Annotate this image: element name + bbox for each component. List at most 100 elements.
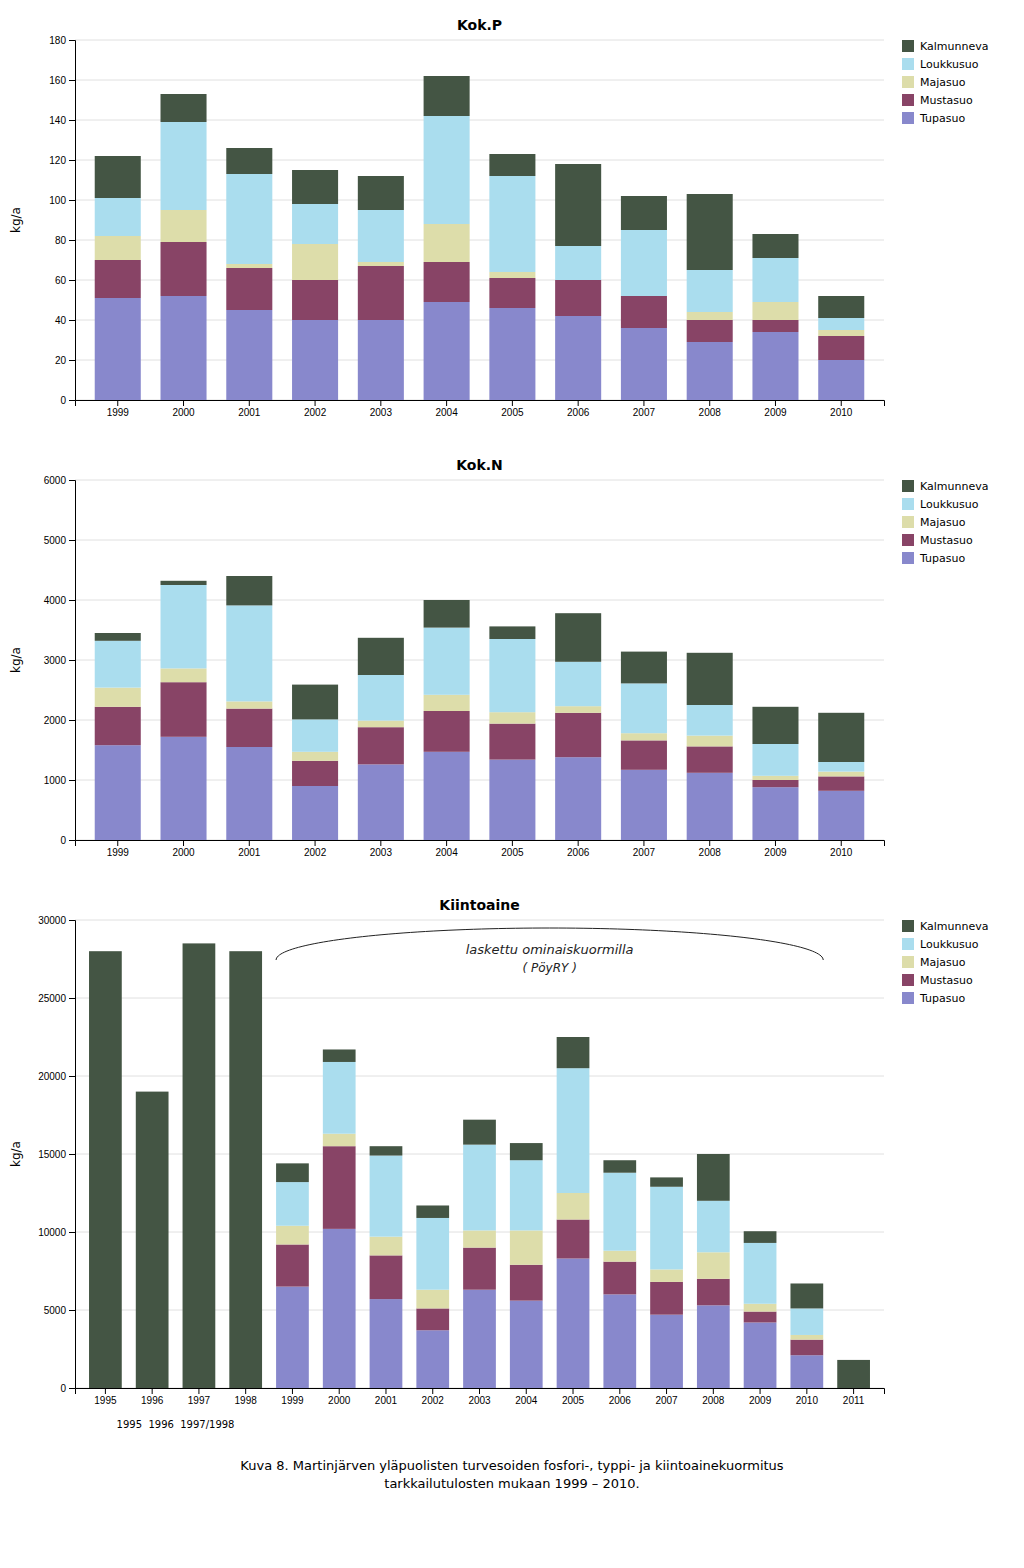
- y-tick-label: 140: [49, 115, 66, 126]
- bar: [603, 1294, 636, 1388]
- bar: [95, 688, 141, 707]
- y-tick-label: 15000: [38, 1149, 66, 1160]
- x-tick-label: 2001: [238, 407, 261, 418]
- x-tick: 2008: [699, 840, 722, 858]
- x-tick-mark: [713, 1388, 714, 1394]
- bar: [424, 302, 470, 400]
- bar: [276, 1244, 309, 1286]
- legend-label: Majasuo: [920, 76, 966, 89]
- y-axis-line: [69, 41, 76, 401]
- y-tick: 140: [49, 115, 75, 126]
- bar: [790, 1340, 823, 1356]
- bar: [370, 1146, 403, 1155]
- y-tick: 0: [60, 395, 75, 406]
- grid: [75, 40, 884, 400]
- legend: KalmunnevaLoukkusuoMajasuoMustasuoTupasu…: [902, 920, 988, 1005]
- bar: [818, 296, 864, 318]
- bar: [226, 747, 272, 840]
- bar: [463, 1230, 496, 1247]
- x-tick-label: 2007: [655, 1395, 678, 1406]
- bar: [687, 746, 733, 772]
- x-tick: 2011: [843, 1388, 865, 1406]
- bar: [161, 122, 207, 210]
- x-tick-label: 2004: [515, 1395, 538, 1406]
- x-tick-label: 2006: [609, 1395, 632, 1406]
- y-tick-label: 60: [55, 275, 67, 286]
- y-tick-label: 5000: [44, 1305, 67, 1316]
- legend-label: Majasuo: [920, 516, 966, 529]
- bar: [818, 360, 864, 400]
- bar: [489, 154, 535, 176]
- bar: [790, 1355, 823, 1388]
- bar: [358, 262, 404, 266]
- y-tick: 2000: [44, 715, 75, 726]
- chart-title: Kok.P: [457, 17, 502, 33]
- x-tick: 2006: [567, 840, 590, 858]
- bar: [161, 585, 207, 668]
- y-tick-mark: [69, 120, 75, 121]
- y-tick: 30000: [38, 915, 75, 926]
- x-tick: 2008: [702, 1388, 725, 1406]
- x-tick-mark: [526, 1388, 527, 1394]
- bar: [292, 685, 338, 720]
- y-tick-mark: [69, 998, 75, 999]
- bar: [226, 701, 272, 708]
- legend: KalmunnevaLoukkusuoMajasuoMustasuoTupasu…: [902, 480, 988, 565]
- bar: [818, 776, 864, 790]
- y-tick-mark: [69, 320, 75, 321]
- bar: [555, 706, 601, 713]
- bar: [790, 1308, 823, 1335]
- bar: [752, 707, 798, 744]
- bar: [687, 312, 733, 320]
- legend-swatch: [902, 40, 914, 52]
- bars: [89, 943, 870, 1388]
- grid-line: [75, 80, 884, 81]
- annotation: laskettu ominaiskuormilla: [466, 942, 634, 957]
- y-tick-mark: [69, 480, 75, 481]
- bar: [358, 176, 404, 210]
- y-tick-mark: [69, 780, 75, 781]
- y-tick-mark: [69, 200, 75, 201]
- x-tick-mark: [578, 840, 579, 846]
- bar: [424, 76, 470, 116]
- x-tick-label: 2000: [328, 1395, 351, 1406]
- y-tick-mark: [69, 400, 75, 401]
- y-tick-label: 2000: [44, 715, 67, 726]
- bar: [416, 1308, 449, 1330]
- x-tick-mark: [117, 400, 118, 406]
- x-tick-label: 2002: [304, 407, 327, 418]
- legend-label: Tupasuo: [919, 112, 965, 125]
- caption-line: Kuva 8. Martinjärven yläpuolisten turves…: [240, 1458, 784, 1473]
- chart-title: Kiintoaine: [439, 897, 519, 913]
- bar: [370, 1156, 403, 1237]
- y-tick: 40: [55, 315, 75, 326]
- bar: [687, 270, 733, 312]
- bar: [323, 1134, 356, 1146]
- caption-line: tarkkailutulosten mukaan 1999 – 2010.: [384, 1476, 639, 1491]
- x-tick: 2007: [655, 1388, 678, 1406]
- page: 0204060801001201401601801999200020012002…: [0, 0, 1024, 1568]
- bar: [424, 628, 470, 695]
- bar: [358, 764, 404, 840]
- x-tick: 2001: [375, 1388, 398, 1406]
- x-tick-mark: [117, 840, 118, 846]
- y-tick: 25000: [38, 993, 75, 1004]
- bar: [161, 581, 207, 585]
- bar: [489, 272, 535, 278]
- bar: [489, 724, 535, 760]
- bar: [489, 712, 535, 723]
- bar: [226, 174, 272, 264]
- x-tick: 2010: [830, 400, 853, 418]
- bar: [621, 230, 667, 296]
- legend-swatch: [902, 956, 914, 968]
- bar: [790, 1335, 823, 1340]
- y-tick-mark: [69, 240, 75, 241]
- x-tick: 2008: [699, 400, 722, 418]
- y-axis-line: [69, 921, 76, 1389]
- bar: [95, 236, 141, 260]
- x-tick-label: 2004: [435, 407, 458, 418]
- x-axis: 1995199619971998199920002001200220032004…: [76, 1388, 885, 1406]
- y-tick-label: 5000: [44, 535, 67, 546]
- y-axis: 020406080100120140160180: [49, 35, 75, 406]
- x-tick-label: 2010: [830, 847, 853, 858]
